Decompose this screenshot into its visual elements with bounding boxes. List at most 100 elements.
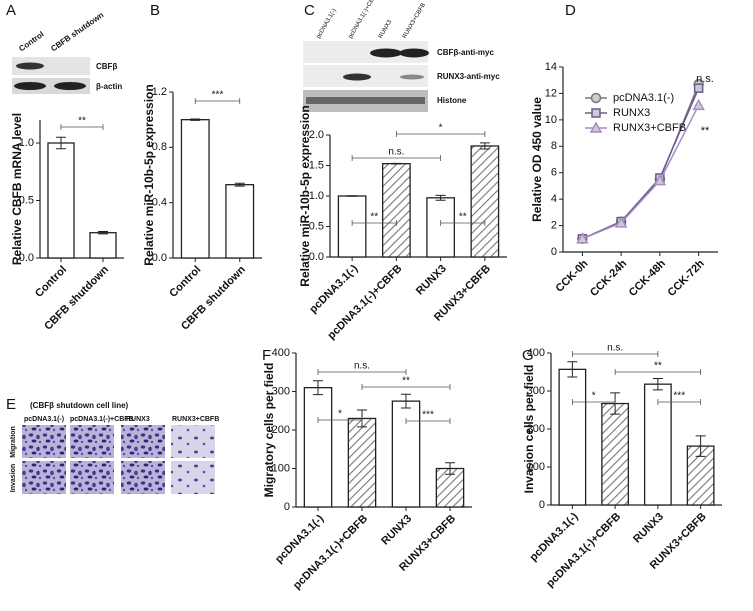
y-tick-label: 0 <box>284 501 290 513</box>
significance-line <box>405 418 451 424</box>
y-axis-label: Relative miR-10b-5p expression <box>142 84 156 265</box>
y-tick-label: 0.4 <box>152 197 167 209</box>
point <box>692 98 705 111</box>
panel-label: G <box>522 347 534 364</box>
y-tick-label: 200 <box>527 423 545 435</box>
micrograph <box>121 461 165 494</box>
x-tick-label: CCK-0h <box>554 258 591 295</box>
blot-strip <box>12 57 90 75</box>
significance-label: * <box>439 123 443 134</box>
x-tick-label: CCK-24h <box>588 257 630 299</box>
band-label: Histone <box>437 96 467 105</box>
y-tick-label: 100 <box>527 461 545 473</box>
significance-line <box>395 131 486 137</box>
lane-label: RUNX3 <box>378 19 394 40</box>
micrograph <box>70 461 114 494</box>
significance-label: * <box>592 391 596 402</box>
significance-label: n.s. <box>607 343 623 354</box>
significance-label: *** <box>422 410 434 421</box>
x-tick-label: pcDNA3.1(-)+CBFB <box>291 513 370 592</box>
y-tick-label: 14 <box>545 61 557 73</box>
bar <box>225 184 255 259</box>
error-bar <box>479 142 490 150</box>
significance-label: ** <box>78 116 86 127</box>
significance-line <box>614 369 702 375</box>
x-tick-label: RUNX3 <box>414 263 449 298</box>
significance-label: *** <box>673 391 685 402</box>
significance-line <box>571 351 659 357</box>
bar <box>180 119 210 259</box>
significance-line <box>657 399 702 405</box>
bar <box>303 386 333 508</box>
y-tick-label: 0.8 <box>152 141 167 153</box>
bar <box>337 195 367 258</box>
x-tick-label: Control <box>167 264 203 300</box>
y-tick-label: 300 <box>527 385 545 397</box>
y-tick-label: 8 <box>551 140 557 152</box>
panel-label: A <box>6 2 16 19</box>
legend-marker <box>590 92 602 104</box>
legend-label: pcDNA3.1(-) <box>613 92 674 104</box>
error-bar <box>435 194 446 201</box>
panel-label: D <box>565 2 576 19</box>
y-tick-label: 2.0 <box>309 129 324 141</box>
x-tick-label: Control <box>33 264 69 300</box>
y-tick-label: 1.0 <box>309 190 324 202</box>
band <box>14 82 46 90</box>
band <box>399 48 429 58</box>
band <box>343 73 371 81</box>
micrograph <box>22 461 66 494</box>
band-label: β-actin <box>96 82 122 91</box>
y-tick-label: 1.5 <box>309 159 324 171</box>
bar <box>47 142 75 259</box>
row-label: Invasion <box>10 464 17 492</box>
y-tick-label: 200 <box>272 424 290 436</box>
bar <box>435 467 465 508</box>
significance-line <box>351 155 442 161</box>
error-bar <box>445 462 455 475</box>
significance-label: ** <box>370 212 378 223</box>
significance-line <box>351 220 397 226</box>
micrograph <box>70 425 114 458</box>
x-tick-label: pcDNA3.1(-)+CBFB <box>325 263 404 342</box>
bar <box>347 417 377 508</box>
band <box>16 62 44 70</box>
y-axis-label: Relative OD 450 value <box>530 97 544 222</box>
y-tick-label: 400 <box>527 347 545 359</box>
band <box>54 82 86 90</box>
y-tick-label: 0 <box>539 499 545 511</box>
y-tick-label: 1.2 <box>152 86 167 98</box>
x-tick-label: CCK-48h <box>627 257 669 299</box>
x-tick-label: RUNX3 <box>379 513 414 548</box>
y-tick-label: 2 <box>551 219 557 231</box>
error-bar <box>652 377 663 391</box>
significance-line <box>60 124 104 130</box>
legend-marker <box>589 121 603 133</box>
significance-label: * <box>338 409 342 420</box>
images-e: (CBFβ shutdown cell line) pcDNA3.1(-) pc… <box>10 401 219 494</box>
panel-label: E <box>6 396 16 413</box>
blot-strip <box>12 78 90 94</box>
error-bar <box>567 361 578 378</box>
y-tick-label: 0.0 <box>309 251 324 263</box>
micrograph <box>171 461 215 494</box>
significance-line <box>317 417 363 423</box>
bar <box>470 145 500 258</box>
significance-label: ** <box>459 212 467 223</box>
blot-a: Control CBFB shutdown CBFβ β-actin <box>12 10 122 94</box>
panel-label: B <box>150 2 160 19</box>
significance-label: ** <box>654 361 662 372</box>
y-tick-label: 10 <box>545 114 557 126</box>
point <box>576 232 589 244</box>
bar <box>391 400 421 508</box>
significance-line <box>194 98 241 104</box>
band <box>370 48 402 58</box>
y-axis-label: Migratory cells per field <box>262 363 276 498</box>
band <box>306 97 425 104</box>
significance-label: ** <box>701 125 710 137</box>
panel-label: F <box>262 347 271 364</box>
band-label: CBFβ <box>96 62 117 71</box>
band-label: CBFβ-anti-myc <box>437 48 494 57</box>
point <box>614 216 628 228</box>
